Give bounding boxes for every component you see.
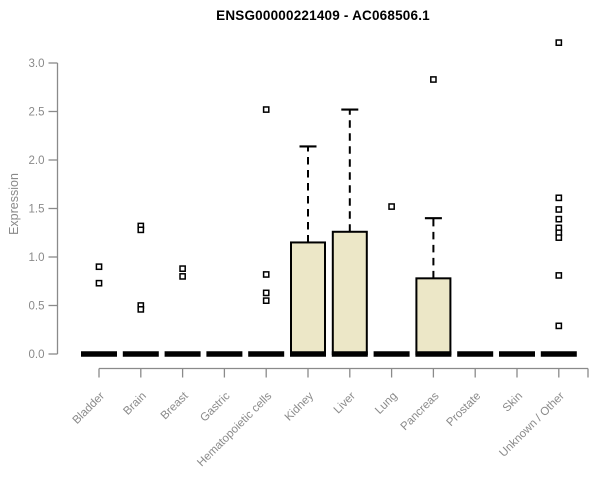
outlier-point-brain [137,306,145,313]
outlier-point-breast [179,265,186,272]
outlier-point-unknown-other [555,215,563,223]
box-kidney [290,241,326,355]
outlier-point-unknown-other [555,234,563,241]
y-tick-label: 2.5 [29,107,45,119]
outlier-point-hematopoietic-cells [262,289,270,297]
box-liver [331,230,368,355]
x-tick-label-gastric: Gastric [198,390,232,424]
y-tick-label: 1.5 [29,204,45,216]
x-tick-label-lung: Lung [373,390,400,417]
chart-title: ENSG00000221409 - AC068506.1 [216,8,430,23]
outlier-point-lung [388,203,395,210]
x-tick-label-pancreas: Pancreas [399,390,442,433]
y-tick-label: 3.0 [29,58,45,70]
outlier-point-hematopoietic-cells [262,106,270,113]
x-tick-label-skin: Skin [501,390,525,414]
y-tick-label: 0.5 [29,301,45,313]
outlier-point-unknown-other [555,39,563,46]
outlier-point-hematopoietic-cells [262,297,270,304]
outlier-point-pancreas [430,76,437,83]
outlier-point-bladder [95,263,103,271]
outlier-point-unknown-other [555,272,563,279]
y-axis-label: Expression [7,173,21,235]
outlier-point-breast [179,273,186,280]
outlier-point-bladder [95,279,103,287]
outlier-point-hematopoietic-cells [262,271,270,278]
x-tick-label-brain: Brain [121,390,148,417]
x-tick-label-liver: Liver [332,390,358,416]
y-tick-label: 2.0 [29,155,45,167]
y-tick-label: 1.0 [29,252,45,264]
x-tick-label-bladder: Bladder [71,390,108,427]
x-tick-label-prostate: Prostate [445,390,484,429]
outlier-point-brain [137,226,145,234]
y-tick-label: 0.0 [29,349,45,361]
x-tick-label-breast: Breast [159,390,192,423]
outlier-point-unknown-other [555,322,563,330]
outlier-point-unknown-other [555,206,563,213]
x-tick-label-kidney: Kidney [283,390,317,424]
box-pancreas [415,277,452,355]
x-tick-label-hematopoietic-cells: Hematopoietic cells [195,390,274,469]
outlier-point-unknown-other [555,194,563,202]
